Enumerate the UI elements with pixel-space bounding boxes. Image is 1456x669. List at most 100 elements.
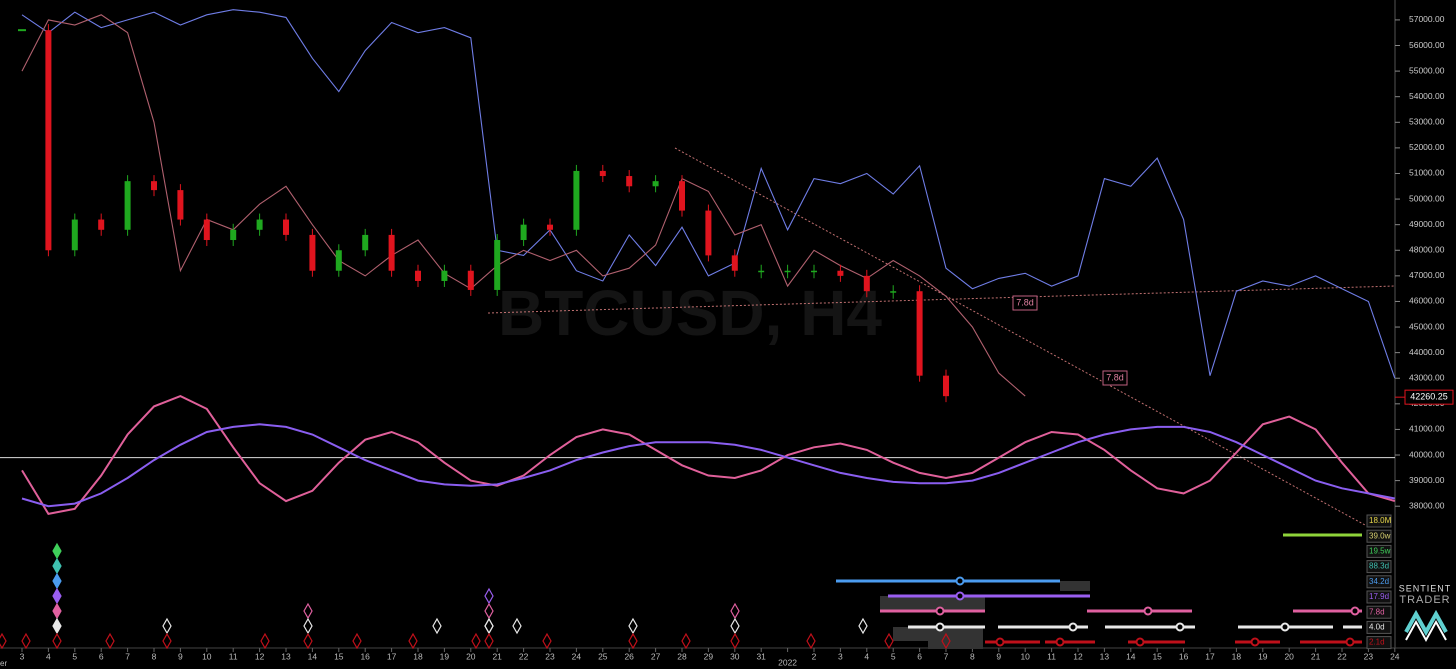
- y-tick-label: 51000.00: [1409, 168, 1445, 178]
- x-tick-label: 8: [970, 651, 975, 661]
- x-tick-label: 23: [545, 651, 555, 661]
- y-tick-label: 50000.00: [1409, 193, 1445, 203]
- x-tick-label: 10: [202, 651, 212, 661]
- x-tick-label: 31: [756, 651, 766, 661]
- candle: [573, 170, 580, 230]
- candle: [890, 291, 897, 293]
- cycle-diamond: [542, 632, 552, 650]
- cycle-label: 88.3d: [1369, 562, 1389, 571]
- y-tick-label: 47000.00: [1409, 270, 1445, 280]
- cycle-box: [1366, 590, 1392, 604]
- cycle-label: 2.1d: [1369, 638, 1385, 647]
- x-tick-label: 8: [152, 651, 157, 661]
- cycle-box: [1366, 529, 1392, 543]
- cycle-box: [1366, 620, 1392, 634]
- indicator-line: [21, 395, 1396, 516]
- y-tick-label: 57000.00: [1409, 14, 1445, 24]
- y-tick-label: 39000.00: [1409, 475, 1445, 485]
- x-tick-label: 11: [1047, 651, 1056, 661]
- cycle-box: [1366, 575, 1392, 589]
- x-tick-label: 19: [440, 651, 450, 661]
- cycle-marker: [1280, 622, 1290, 632]
- cycle-marker: [1345, 637, 1355, 647]
- cycle-marker: [935, 606, 945, 616]
- y-tick-label: 54000.00: [1409, 91, 1445, 101]
- indicator-line: [21, 14, 1026, 397]
- cycle-box: [1366, 560, 1392, 574]
- candle: [705, 210, 712, 256]
- cycle-diamond: [260, 632, 270, 650]
- cycle-diamond: [681, 632, 691, 650]
- logo-line-2: TRADER: [1399, 594, 1450, 606]
- y-tick-label: 45000.00: [1409, 321, 1445, 331]
- cycle-marker: [1143, 606, 1153, 616]
- candle: [784, 270, 791, 273]
- cycle-marker: [1175, 622, 1185, 632]
- candle: [151, 181, 157, 191]
- y-tick-label: 48000.00: [1409, 245, 1445, 255]
- y-tick-label: 55000.00: [1409, 65, 1445, 75]
- cycle-diamond: [303, 632, 313, 650]
- x-tick-label: 22: [519, 651, 529, 661]
- candle: [98, 219, 105, 230]
- logo-line-1: SENTIENT: [1399, 583, 1452, 593]
- cycle-box: [1366, 636, 1392, 650]
- y-tick-label: 38000.00: [1409, 500, 1445, 510]
- indicator-line: [21, 423, 1395, 508]
- x-tick-label: 18: [1232, 651, 1242, 661]
- x-tick-label: 5: [891, 651, 896, 661]
- cycle-marker: [1135, 637, 1145, 647]
- cycle-marker: [935, 622, 945, 632]
- annotation-box: [1102, 370, 1128, 386]
- cycle-box: [1366, 514, 1392, 528]
- cycle-diamond: [628, 632, 638, 650]
- x-tick-label: 17: [387, 651, 397, 661]
- cycle-marker: [1055, 637, 1065, 647]
- y-tick-label: 46000.00: [1409, 296, 1445, 306]
- y-tick-label: 52000.00: [1409, 142, 1445, 152]
- candle: [863, 275, 870, 292]
- x-tick-label: 2022: [778, 657, 797, 667]
- x-tick-label: 14: [308, 651, 318, 661]
- trendline: [487, 285, 1396, 314]
- cycle-marker: [955, 591, 965, 601]
- cycle-marker: [1068, 622, 1078, 632]
- x-tick-label: 28: [677, 651, 687, 661]
- x-tick-label: 21: [1311, 651, 1321, 661]
- x-tick-label: 19: [1258, 651, 1268, 661]
- cycle-marker: [1350, 606, 1360, 616]
- candle: [547, 224, 553, 230]
- x-tick-label: 4: [46, 651, 51, 661]
- x-tick-label: 15: [334, 651, 344, 661]
- x-tick-label: 13: [281, 651, 291, 661]
- candle: [811, 270, 817, 273]
- last-price-box: [1404, 389, 1454, 405]
- cycle-diamond: [806, 632, 816, 650]
- cycle-diamond: [884, 632, 894, 650]
- x-tick-label: 17: [1205, 651, 1215, 661]
- candle: [415, 270, 421, 281]
- cycle-diamond: [0, 632, 7, 650]
- x-tick-label: 20: [1284, 651, 1294, 661]
- candle: [335, 250, 342, 271]
- candle: [520, 224, 527, 241]
- x-tick-label: 24: [572, 651, 582, 661]
- candle: [71, 219, 78, 251]
- indicator-line: [21, 9, 1396, 379]
- cycle-diamond: [352, 632, 362, 650]
- x-tick-label: 10: [1020, 651, 1030, 661]
- candle: [203, 219, 210, 241]
- x-tick-label: 22: [1337, 651, 1347, 661]
- candle: [283, 219, 289, 235]
- x-tick-label: 16: [360, 651, 370, 661]
- x-tick-label: 12: [255, 651, 265, 661]
- x-tick-label: 2: [812, 651, 817, 661]
- candle: [256, 219, 263, 230]
- logo-icon: [1404, 609, 1448, 637]
- candle: [45, 30, 52, 251]
- candle: [652, 181, 659, 187]
- cycle-label: 19.5w: [1369, 547, 1391, 556]
- cycle-diamond: [432, 617, 442, 635]
